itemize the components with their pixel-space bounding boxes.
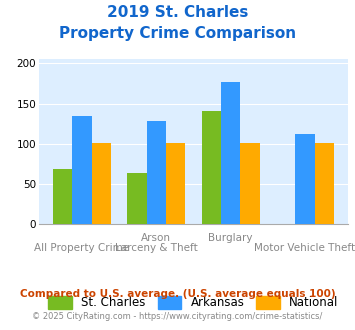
Text: Burglary: Burglary	[208, 233, 253, 243]
Legend: St. Charles, Arkansas, National: St. Charles, Arkansas, National	[44, 292, 343, 314]
Bar	[315, 143, 334, 224]
Bar	[72, 116, 92, 224]
Bar	[92, 143, 111, 224]
Text: 2019 St. Charles: 2019 St. Charles	[107, 5, 248, 20]
Text: Arson: Arson	[141, 233, 171, 243]
Text: Compared to U.S. average. (U.S. average equals 100): Compared to U.S. average. (U.S. average …	[20, 289, 335, 299]
Bar	[202, 111, 221, 224]
Bar	[295, 134, 315, 224]
Text: © 2025 CityRating.com - https://www.cityrating.com/crime-statistics/: © 2025 CityRating.com - https://www.city…	[32, 312, 323, 321]
Bar	[221, 82, 240, 224]
Bar	[166, 143, 185, 224]
Bar	[147, 120, 166, 224]
Bar	[127, 173, 147, 224]
Text: Motor Vehicle Theft: Motor Vehicle Theft	[254, 243, 355, 252]
Bar	[240, 143, 260, 224]
Text: All Property Crime: All Property Crime	[34, 243, 130, 252]
Text: Larceny & Theft: Larceny & Theft	[115, 243, 198, 252]
Text: Property Crime Comparison: Property Crime Comparison	[59, 26, 296, 41]
Bar	[53, 169, 72, 224]
